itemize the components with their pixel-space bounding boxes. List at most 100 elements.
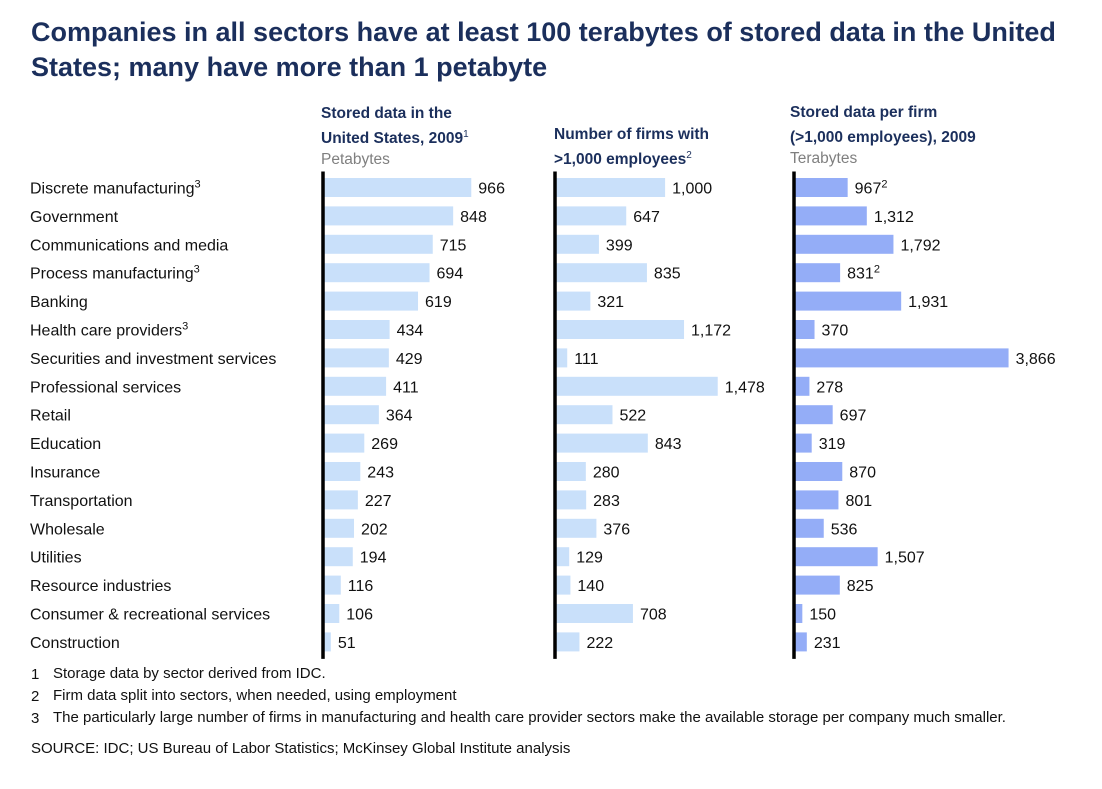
bar — [794, 234, 894, 254]
bar — [555, 320, 685, 339]
bar — [555, 575, 571, 595]
bar — [794, 462, 843, 481]
category-label: Consumer & recreational services — [30, 607, 270, 624]
bar — [323, 405, 379, 425]
bar — [794, 320, 815, 339]
category-label: Transportation — [30, 493, 133, 510]
data-label: 715 — [440, 237, 467, 254]
footnote-text: Storage data by sector derived from IDC. — [53, 665, 326, 682]
category-label: Health care providers3 — [30, 321, 188, 340]
category-label: Retail — [30, 408, 71, 425]
data-label: 116 — [348, 578, 374, 595]
data-label: 870 — [849, 465, 876, 482]
bar — [555, 433, 648, 453]
data-label: 222 — [586, 635, 613, 652]
data-label: 1,312 — [874, 209, 914, 226]
bar — [794, 263, 841, 283]
category-label: Government — [30, 209, 119, 226]
category-label: Insurance — [30, 465, 100, 482]
bar — [794, 547, 878, 567]
bar — [323, 206, 454, 226]
category-footnote-mark: 3 — [194, 264, 200, 276]
bar — [794, 433, 812, 453]
bar — [323, 178, 472, 197]
data-label: 319 — [819, 436, 846, 453]
footnote-text: The particularly large number of firms i… — [53, 709, 1006, 726]
data-label: 1,507 — [885, 550, 925, 567]
bar — [323, 263, 430, 283]
bar — [555, 518, 597, 538]
category-label: Communications and media — [30, 237, 228, 254]
data-label: 843 — [655, 436, 682, 453]
data-label: 825 — [847, 578, 874, 595]
column-header-data-per-firm: Stored data per firm (>1,000 employees),… — [790, 102, 976, 169]
category-label: Process manufacturing3 — [30, 264, 200, 283]
footnote-number: 3 — [31, 710, 40, 727]
data-label: 966 — [478, 181, 505, 198]
bar — [555, 263, 647, 283]
bar — [794, 518, 824, 538]
column-header-unit: Petabytes — [321, 151, 390, 169]
column-header-line1: Stored data in the — [321, 105, 452, 122]
data-label: 708 — [640, 607, 667, 624]
bar — [794, 604, 803, 623]
data-label: 194 — [360, 550, 387, 567]
footnote-number: 1 — [31, 666, 40, 683]
data-label-footnote-mark: 2 — [874, 264, 880, 276]
category-label: Securities and investment services — [30, 351, 276, 368]
data-label: 1,172 — [691, 323, 731, 340]
data-label: 411 — [393, 379, 419, 396]
bar — [323, 376, 387, 396]
data-label: 243 — [367, 465, 394, 482]
category-label: Utilities — [30, 550, 82, 567]
bar — [555, 376, 718, 396]
bar — [323, 490, 358, 510]
data-label: 536 — [831, 521, 858, 538]
category-label: Wholesale — [30, 521, 105, 538]
data-label: 111 — [574, 351, 598, 368]
bar — [555, 206, 627, 226]
data-label: 370 — [822, 323, 849, 340]
data-label: 8312 — [847, 264, 880, 283]
data-label: 434 — [397, 323, 424, 340]
chart-title: Companies in all sectors have at least 1… — [31, 17, 1056, 82]
bar — [323, 604, 340, 623]
column-header-footnote-mark: 2 — [686, 150, 692, 161]
bar — [794, 405, 833, 425]
bar — [323, 291, 419, 311]
bar — [555, 234, 599, 254]
data-label: 140 — [577, 578, 604, 595]
bar — [323, 234, 433, 254]
column-header-number-of-firms: Number of firms with >1,000 employees2 — [554, 124, 709, 170]
footnote-1: 1 Storage data by sector derived from ID… — [31, 664, 1071, 686]
bar — [555, 348, 568, 368]
bar — [555, 547, 570, 567]
bar — [555, 291, 591, 311]
data-label: 278 — [816, 379, 843, 396]
data-label: 801 — [845, 493, 872, 510]
footnote-3: 3 The particularly large number of firms… — [31, 708, 1071, 730]
data-label-footnote-mark: 2 — [881, 179, 887, 191]
data-label: 364 — [386, 408, 413, 425]
data-label: 697 — [840, 408, 867, 425]
column-header-line2: United States, 2009 — [321, 130, 464, 148]
bar — [794, 206, 867, 226]
category-label: Construction — [30, 635, 120, 652]
bar — [323, 632, 331, 652]
data-label: 129 — [576, 550, 603, 567]
source-note: SOURCE: IDC; US Bureau of Labor Statisti… — [31, 740, 571, 757]
bar — [323, 320, 390, 339]
bar — [555, 178, 666, 197]
data-label: 51 — [338, 635, 356, 652]
bar — [555, 405, 613, 425]
footnote-number: 2 — [31, 688, 40, 705]
data-label: 1,931 — [908, 294, 948, 311]
data-label: 1,000 — [672, 181, 712, 198]
column-header-footnote-mark: 1 — [463, 129, 469, 140]
data-label: 202 — [361, 521, 388, 538]
data-label: 694 — [437, 266, 464, 283]
bar — [794, 632, 807, 652]
data-label: 3,866 — [1016, 351, 1056, 368]
data-label: 647 — [633, 209, 660, 226]
